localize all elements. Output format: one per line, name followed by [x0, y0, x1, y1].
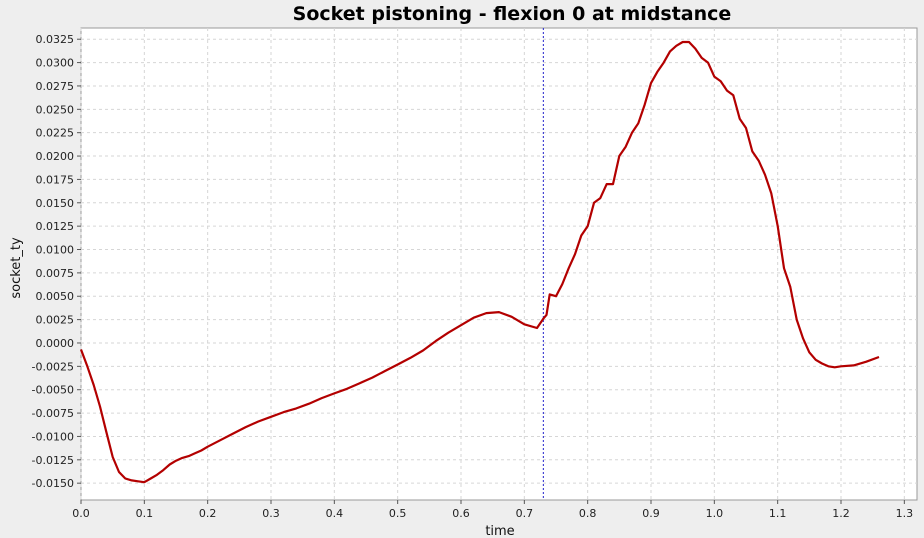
x-tick-label: 0.1 — [136, 507, 154, 520]
y-axis-ticks: 0.0325 0.0300 0.0275 0.0250 0.0225 0.0200 0.01… — [32, 33, 81, 490]
y-axis-label: socket_ty — [9, 237, 24, 299]
x-tick-label: 0.9 — [642, 507, 660, 520]
plot-area — [80, 27, 918, 501]
grid-lines — [80, 28, 917, 500]
y-tick-label: 0.0150 — [36, 197, 75, 210]
x-tick-label: 0.6 — [452, 507, 470, 520]
y-tick-label: -0.0150 — [32, 477, 74, 490]
x-tick-label: 0.5 — [389, 507, 407, 520]
y-tick-label: 0.0125 — [36, 220, 75, 233]
y-tick-label: 0.0200 — [36, 150, 75, 163]
series-line-0 — [79, 40, 880, 484]
y-tick-label: 0.0250 — [36, 103, 75, 116]
y-tick-label: 0.0050 — [36, 290, 75, 303]
y-tick-label: 0.0300 — [36, 57, 75, 70]
y-tick-label: 0.0175 — [36, 173, 75, 186]
x-tick-label: 0.8 — [579, 507, 597, 520]
x-tick-label: 0.2 — [199, 507, 217, 520]
x-axis-ticks: 0.0 0.1 0.2 0.3 0.4 0.5 0.6 0.7 0.8 0.9 1.0 1.1 1.2 1… — [72, 500, 913, 520]
y-tick-label: -0.0050 — [32, 384, 74, 397]
y-tick-label: 0.0075 — [36, 267, 75, 280]
y-tick-label: -0.0075 — [32, 407, 74, 420]
x-tick-label: 0.4 — [326, 507, 344, 520]
series-group — [79, 40, 880, 484]
y-tick-label: -0.0125 — [32, 454, 74, 467]
y-tick-label: 0.0000 — [36, 337, 75, 350]
x-axis-label: time — [485, 524, 514, 538]
x-tick-label: 1.2 — [832, 507, 850, 520]
y-tick-label: 0.0025 — [36, 314, 75, 327]
x-tick-label: 1.1 — [769, 507, 787, 520]
y-tick-label: -0.0100 — [32, 430, 74, 443]
x-tick-label: 1.0 — [706, 507, 724, 520]
y-tick-label: 0.0325 — [36, 33, 75, 46]
y-tick-label: 0.0100 — [36, 244, 75, 257]
x-tick-label: 1.3 — [896, 507, 914, 520]
chart-title: Socket pistoning - flexion 0 at midstanc… — [293, 3, 732, 25]
x-tick-label: 0.7 — [516, 507, 534, 520]
y-tick-label: 0.0225 — [36, 127, 75, 140]
x-tick-label: 0.0 — [72, 507, 90, 520]
y-tick-label: -0.0025 — [32, 360, 74, 373]
y-tick-label: 0.0275 — [36, 80, 75, 93]
x-tick-label: 0.3 — [262, 507, 280, 520]
